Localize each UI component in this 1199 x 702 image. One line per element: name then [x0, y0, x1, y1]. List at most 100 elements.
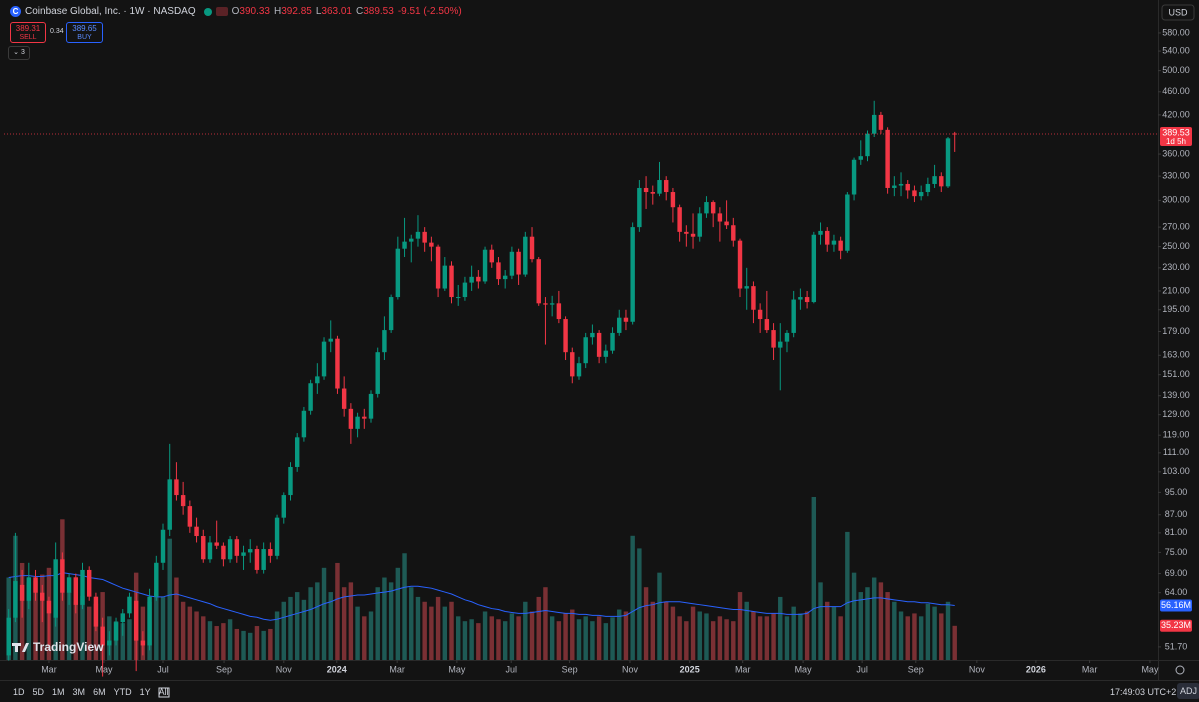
volume-bar — [462, 621, 468, 660]
candle-body — [6, 617, 11, 656]
x-tick-label: Mar — [41, 664, 57, 674]
sell-button[interactable]: 389.31 SELL — [10, 22, 46, 43]
sell-label[interactable]: SELL — [19, 34, 37, 41]
volume-bar — [241, 630, 246, 660]
candle-body — [952, 133, 957, 135]
sell-price[interactable]: 389.31 — [15, 24, 41, 33]
candle-body — [865, 133, 870, 157]
buy-label[interactable]: BUY — [77, 34, 92, 41]
candle-body — [341, 388, 347, 409]
candle-body — [858, 156, 863, 160]
indicators-count[interactable]: 3 — [20, 49, 25, 56]
volume-bar — [160, 596, 166, 660]
volume-bar — [811, 496, 817, 660]
volume-bar — [918, 616, 924, 660]
candle-body — [294, 437, 300, 467]
candle-body — [643, 187, 649, 193]
volume-bar — [33, 580, 38, 660]
currency-button[interactable] — [1161, 4, 1195, 21]
symbol-title[interactable]: Coinbase Global, Inc. · 1W · NASDAQ — [25, 6, 196, 17]
candle-body — [576, 363, 582, 377]
candle-body — [167, 479, 172, 530]
candle-body — [704, 202, 709, 214]
range-button[interactable]: 1M — [52, 687, 65, 697]
volume-bar — [556, 621, 562, 660]
calendar-glyph[interactable] — [158, 687, 170, 698]
candle-body — [174, 479, 179, 496]
x-tick-label: 2024 — [327, 664, 347, 674]
candle-body — [308, 383, 313, 411]
date-range-icon[interactable] — [158, 686, 170, 698]
range-button[interactable]: All — [158, 687, 169, 697]
candle-body — [147, 596, 152, 646]
volume-bar — [892, 601, 897, 660]
candle-body — [93, 596, 99, 627]
x-tick-label: Sep — [908, 664, 924, 674]
y-tick-label: 163.00 — [1162, 350, 1190, 360]
volume-bar — [248, 632, 253, 660]
y-tick-label: 69.00 — [1165, 568, 1188, 578]
volume-bar — [496, 619, 501, 660]
candle-body — [482, 249, 488, 282]
volume-bar — [744, 601, 749, 660]
candle-body — [932, 176, 937, 184]
volume-bar — [429, 606, 434, 660]
volume-bar — [798, 613, 803, 660]
range-button[interactable]: 5D — [32, 687, 45, 697]
volume-bar — [509, 613, 515, 660]
candle-body — [845, 194, 850, 251]
range-button[interactable]: YTD — [113, 687, 132, 697]
candle-body — [925, 183, 931, 193]
range-button[interactable]: 1Y — [139, 687, 151, 697]
indicators-toggle[interactable]: ⌄ 3 — [8, 46, 30, 60]
candle-body — [254, 549, 260, 570]
y-tick-label: 540.00 — [1162, 45, 1190, 55]
candle-body — [160, 529, 166, 563]
candle-body — [362, 416, 367, 419]
volume-bar — [885, 592, 890, 660]
y-tick-label: 139.00 — [1162, 390, 1190, 400]
volume-bar — [482, 611, 488, 660]
countdown-label: 1d 5h — [1166, 137, 1186, 146]
candle-body — [422, 231, 427, 243]
y-tick-label: 87.00 — [1165, 509, 1188, 519]
y-tick-label: 111.00 — [1163, 447, 1189, 457]
volume-bar — [952, 625, 957, 660]
volume-bar — [86, 606, 92, 660]
y-tick-label: 460.00 — [1162, 86, 1190, 96]
volume-ma-line — [8, 572, 955, 621]
clock[interactable]: 17:49:03 UTC+2 — [1110, 687, 1177, 697]
candle-body — [180, 495, 186, 507]
logo-glyph — [12, 643, 29, 652]
volume-bar — [502, 621, 508, 660]
adj-button[interactable]: ADJ — [1177, 683, 1199, 699]
candle-body — [368, 393, 374, 419]
currency[interactable]: USD — [1168, 7, 1188, 17]
candle-body — [348, 408, 354, 429]
settings-icon[interactable] — [1175, 665, 1185, 675]
x-tick-label: Jul — [505, 664, 517, 674]
buy-price[interactable]: 389.65 — [72, 24, 97, 33]
volume-bar — [731, 621, 736, 660]
x-tick-label: Sep — [216, 664, 232, 674]
ohlc-label: O — [231, 6, 240, 17]
candle-body — [66, 577, 72, 593]
volume-bar — [469, 619, 474, 660]
volume-bar — [710, 621, 716, 660]
price-label-box — [1160, 127, 1192, 147]
volume-bar — [684, 621, 689, 660]
range-button[interactable]: 3M — [72, 687, 86, 697]
volume-bar — [456, 616, 461, 660]
range-button[interactable]: 6M — [93, 687, 106, 697]
volume-bar — [717, 616, 723, 660]
candle-body — [905, 183, 910, 191]
volume-bar — [878, 582, 884, 660]
volume-bar — [643, 587, 649, 660]
candle-body — [328, 338, 333, 342]
buy-button[interactable]: 389.65 BUY — [66, 22, 103, 43]
volume-bar — [154, 592, 159, 660]
range-button[interactable]: 1D — [13, 687, 25, 697]
candle-body — [617, 317, 622, 333]
ohlc-label: L — [315, 6, 322, 17]
